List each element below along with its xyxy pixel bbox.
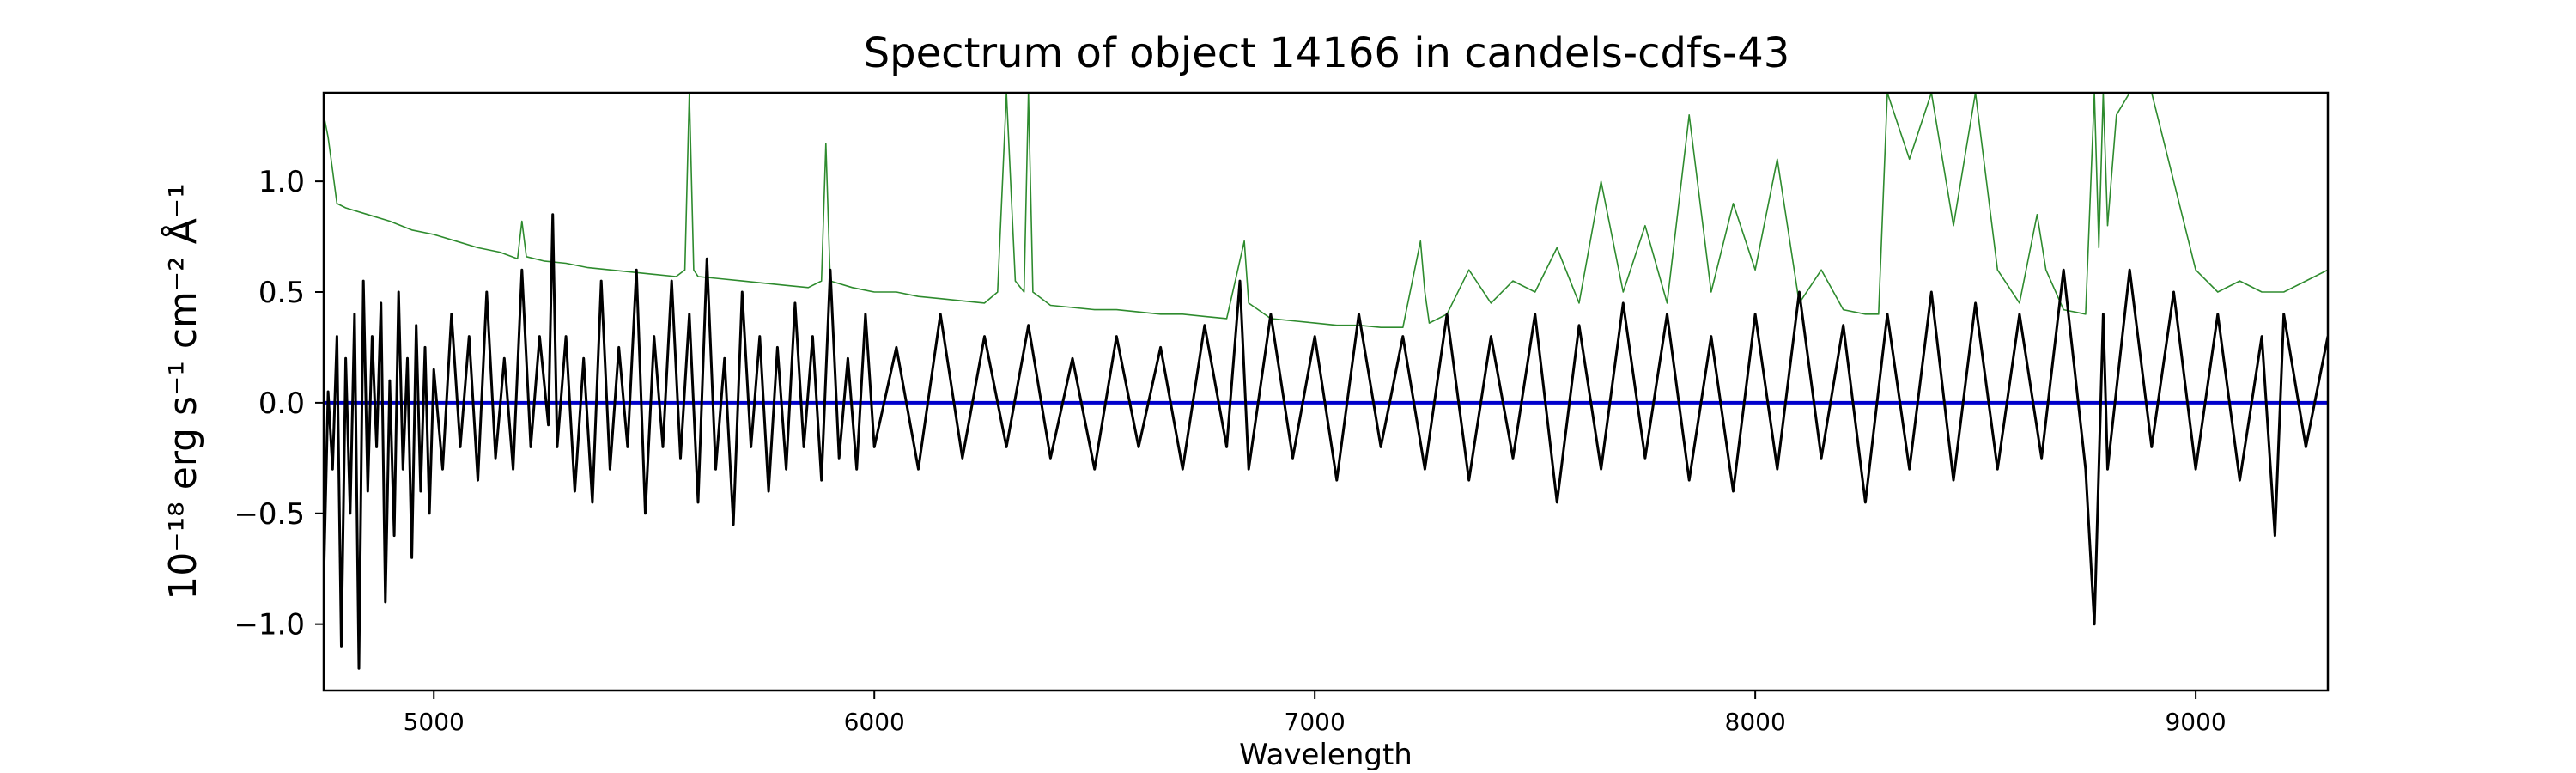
plot-area <box>322 91 2330 692</box>
x-axis-label: Wavelength <box>1239 738 1413 772</box>
x-tick-label: 5000 <box>404 708 465 736</box>
y-axis-label: 10⁻¹⁸ erg s⁻¹ cm⁻² Å⁻¹ <box>160 183 205 600</box>
x-tick-label: 8000 <box>1725 708 1786 736</box>
y-tick-label: 0.0 <box>258 386 305 421</box>
series-layer <box>324 93 2328 670</box>
x-tick-label: 6000 <box>844 708 905 736</box>
y-tick-label: −1.0 <box>234 608 305 642</box>
x-tick-label: 9000 <box>2165 708 2226 736</box>
chart-title: Spectrum of object 14166 in candels-cdfs… <box>864 29 1790 77</box>
y-axis-ticks: −1.0 −0.5 0.0 0.5 1.0 <box>234 165 324 642</box>
y-tick-label: 0.5 <box>258 276 305 310</box>
y-tick-label: −0.5 <box>234 497 305 532</box>
x-tick-label: 7000 <box>1285 708 1346 736</box>
x-axis-ticks: 5000 6000 7000 8000 9000 <box>404 691 2227 736</box>
y-tick-label: 1.0 <box>258 165 305 199</box>
noise-series-line <box>324 93 2328 329</box>
flux-series-line <box>324 213 2328 670</box>
plot-frame <box>322 91 2330 692</box>
